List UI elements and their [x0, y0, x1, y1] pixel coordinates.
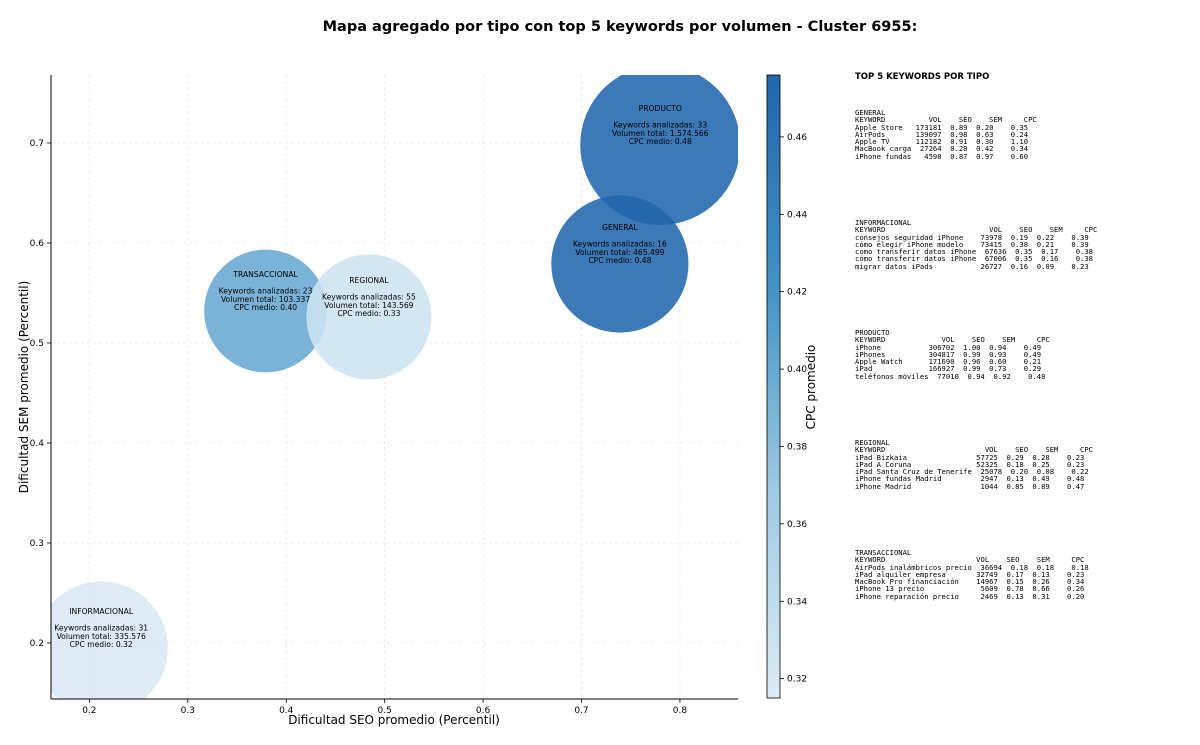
- panel-block-informacional: INFORMACIONAL KEYWORD VOL SEO SEM CPC co…: [855, 218, 1098, 271]
- bubble-label-name: INFORMACIONAL: [69, 607, 134, 616]
- colorbar-tick-label: 0.32: [787, 675, 807, 685]
- x-axis-ticks: 0.2 0.3 0.4 0.5 0.6 0.7 0.8: [82, 699, 687, 716]
- colorbar-tick-label: 0.46: [787, 133, 807, 143]
- y-axis-ticks: 0.2 0.3 0.4 0.5 0.6 0.7: [30, 139, 51, 649]
- x-axis-label: Dificultad SEO promedio (Percentil): [288, 713, 500, 727]
- panel-block-regional: REGIONAL KEYWORD VOL SEO SEM CPC iPad Bi…: [855, 438, 1093, 491]
- bubble-label-line: Volumen total: 1.574.566: [612, 129, 709, 138]
- bubble-label-name: TRANSACCIONAL: [232, 270, 298, 279]
- bubble-regional: [306, 254, 432, 380]
- bubble-transaccional: [204, 249, 327, 373]
- bubble-label-line: Keywords analizadas: 16: [573, 240, 667, 249]
- y-tick-label: 0.2: [30, 639, 44, 649]
- x-tick-label: 0.5: [377, 706, 391, 716]
- colorbar-tick-label: 0.42: [787, 288, 807, 298]
- bubble-label-line: Keywords analizadas: 33: [613, 121, 707, 130]
- bubble-label-line: Keywords analizadas: 55: [322, 293, 416, 302]
- x-tick-label: 0.3: [181, 706, 195, 716]
- top-keywords-panel: TOP 5 KEYWORDS POR TIPO GENERAL KEYWORD …: [855, 72, 1195, 659]
- y-tick-label: 0.6: [30, 239, 45, 249]
- bubble-label-line: CPC medio: 0.33: [337, 309, 400, 318]
- x-tick-label: 0.2: [82, 706, 96, 716]
- x-tick-label: 0.8: [673, 706, 688, 716]
- colorbar-label: CPC promedio: [804, 345, 818, 430]
- bubble-general: [551, 195, 689, 333]
- colorbar: [766, 74, 781, 699]
- bubble-label-line: Volumen total: 103.337: [221, 295, 310, 304]
- y-tick-label: 0.7: [30, 139, 44, 149]
- bubble-label-line: CPC medio: 0.48: [629, 137, 692, 146]
- colorbar-tick-label: 0.34: [787, 597, 807, 607]
- bubble-label-line: CPC medio: 0.48: [588, 256, 651, 265]
- panel-block-transaccional: TRANSACCIONAL KEYWORD VOL SEO SEM CPC Ai…: [855, 548, 1089, 601]
- colorbar-tick-label: 0.38: [787, 442, 807, 452]
- bubble-label-line: Keywords analizadas: 23: [219, 287, 313, 296]
- bubble-label-line: CPC medio: 0.32: [70, 640, 133, 649]
- bubble-producto: [580, 75, 738, 225]
- x-tick-label: 0.7: [574, 706, 588, 716]
- bubble-label-name: REGIONAL: [349, 276, 389, 285]
- bubble-label-name: PRODUCTO: [639, 104, 682, 113]
- panel-block-general: GENERAL KEYWORD VOL SEO SEM CPC Apple St…: [855, 108, 1037, 161]
- bubble-label-name: GENERAL: [602, 223, 638, 232]
- colorbar-tick-label: 0.36: [787, 520, 807, 530]
- chart-title: Mapa agregado por tipo con top 5 keyword…: [323, 19, 918, 35]
- bubble-label-line: CPC medio: 0.40: [234, 303, 297, 312]
- x-tick-label: 0.4: [279, 706, 294, 716]
- bubbles: [51, 75, 738, 699]
- bubble-label-line: Keywords analizadas: 31: [54, 624, 148, 633]
- bubble-label-line: Volumen total: 465.499: [575, 248, 664, 257]
- bubble-label-line: Volumen total: 143.569: [324, 301, 413, 310]
- colorbar-tick-label: 0.44: [787, 210, 807, 220]
- panel-title: TOP 5 KEYWORDS POR TIPO: [855, 72, 990, 82]
- colorbar-tick-label: 0.40: [787, 365, 807, 375]
- colorbar-ticks: 0.32 0.34 0.36 0.38 0.40 0.42 0.44 0.46: [780, 133, 807, 685]
- y-axis-label: Dificultad SEM promedio (Percentil): [17, 281, 31, 494]
- bubble-informacional: [51, 581, 168, 699]
- panel-block-producto: PRODUCTO KEYWORD VOL SEO SEM CPC iPhone …: [855, 328, 1050, 381]
- y-tick-label: 0.4: [30, 439, 45, 449]
- y-tick-label: 0.5: [30, 339, 44, 349]
- x-tick-label: 0.6: [476, 706, 491, 716]
- bubble-label-line: Volumen total: 335.576: [57, 632, 146, 641]
- axes: [50, 75, 738, 700]
- y-tick-label: 0.3: [30, 539, 44, 549]
